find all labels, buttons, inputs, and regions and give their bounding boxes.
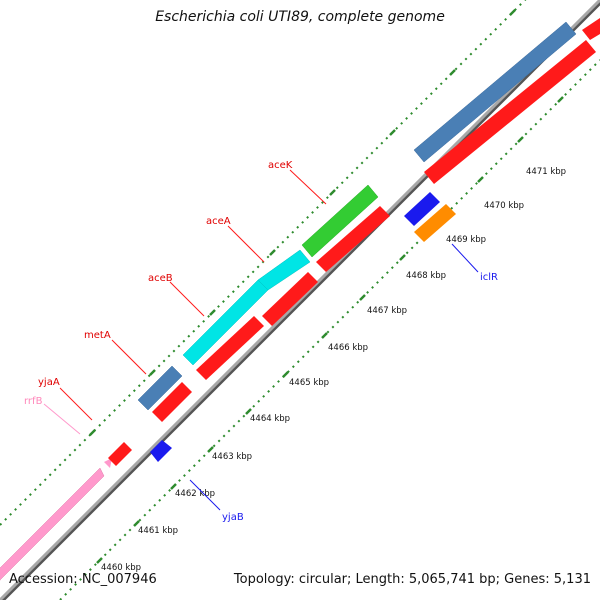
gene-label-aceA: aceA [206,216,231,227]
scale-label-4471: 4471 kbp [526,167,566,177]
inner-major-ticks [96,96,564,564]
gene-label-aceK: aceK [268,160,293,171]
cds-metA[interactable] [152,382,192,422]
cds-aceA[interactable] [262,272,318,326]
cds-yjaB[interactable] [150,440,172,462]
cds-aceB[interactable] [196,316,264,380]
gene-label-metA: metA [84,330,111,341]
scale-label-4468: 4468 kbp [406,271,446,281]
cds-top[interactable] [424,40,596,184]
callout-yjaA [59,387,93,421]
outer-major-ticks [89,9,516,436]
map-title: Escherichia coli UTI89, complete genome [155,9,445,25]
cds-iclR-blue[interactable] [404,192,440,226]
callout-aceK [289,169,327,205]
scale-label-4465: 4465 kbp [289,378,329,388]
accession-text: Accession: NC_007946 [9,572,157,587]
gene-metA-cog[interactable] [137,365,183,411]
gene-top-cog[interactable] [413,21,577,163]
scale-label-4467: 4467 kbp [367,306,407,316]
callout-rrfB [43,403,81,435]
cds-yjaA[interactable] [108,442,132,466]
topology-text: Topology: circular; Length: 5,065,741 bp… [234,572,591,587]
callout-yjaB [189,479,221,511]
callout-metA [111,339,147,375]
inner-scale-track [59,59,600,600]
callout-aceB [169,281,205,317]
scale-label-4469: 4469 kbp [446,235,486,245]
gene-top-right-cds[interactable] [582,18,600,40]
gene-rrfB-rrna[interactable] [0,467,105,588]
cds-aceK[interactable] [316,206,390,272]
gene-aceA-cog[interactable] [257,249,311,291]
gene-rrfB-small[interactable] [104,458,112,468]
scale-label-4461: 4461 kbp [138,526,178,536]
gene-label-yjaB: yjaB [222,512,244,523]
outer-tick-track [0,0,527,526]
cds-iclR-orange[interactable] [414,204,456,242]
gene-aceK-cog[interactable] [301,184,379,258]
gene-label-aceB: aceB [148,273,173,284]
topology-value: Topology: circular; Length: 5,065,741 bp… [233,572,591,587]
scale-label-4463: 4463 kbp [212,452,252,462]
callout-iclR [451,243,479,273]
gene-label-yjaA: yjaA [38,377,60,388]
callout-aceA [227,225,265,263]
scale-label-4464: 4464 kbp [250,414,290,424]
scale-label-4466: 4466 kbp [328,343,368,353]
scale-label-4460: 4460 kbp [101,563,141,573]
gene-label-rrfB: rrfB [24,396,43,407]
scale-label-4470: 4470 kbp [484,201,524,211]
gene-label-iclR: iclR [480,272,498,283]
scale-label-4462: 4462 kbp [175,489,215,499]
